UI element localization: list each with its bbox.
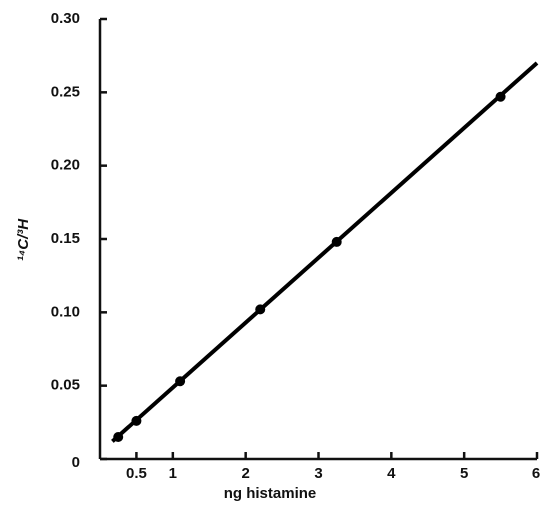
x-tick-label: 2 xyxy=(241,465,249,482)
y-tick-label: 0.15 xyxy=(51,230,80,247)
data-point xyxy=(255,304,266,315)
x-tick-label: 5 xyxy=(460,465,468,482)
x-tick-label: 0.5 xyxy=(126,465,147,482)
y-tick-label: 0 xyxy=(72,454,80,471)
y-tick-label: 0.05 xyxy=(51,377,80,394)
data-point xyxy=(175,376,186,387)
y-tick-label: 0.25 xyxy=(51,83,80,100)
data-point xyxy=(495,91,506,102)
x-tick-label: 4 xyxy=(387,465,396,482)
x-tick-label: 1 xyxy=(169,465,177,482)
x-axis-label: ng histamine xyxy=(224,485,317,502)
y-tick-label: 0.30 xyxy=(51,10,80,27)
data-point xyxy=(113,432,124,442)
x-tick-label: 6 xyxy=(532,465,540,482)
y-tick-label: 0.10 xyxy=(51,303,80,320)
data-point xyxy=(331,236,342,247)
y-tick-label: 0.20 xyxy=(51,157,80,174)
y-axis-label: ¹⁴C/³H xyxy=(15,218,32,261)
fit-line xyxy=(111,61,539,443)
data-point xyxy=(131,415,142,426)
x-tick-label: 3 xyxy=(314,465,322,482)
